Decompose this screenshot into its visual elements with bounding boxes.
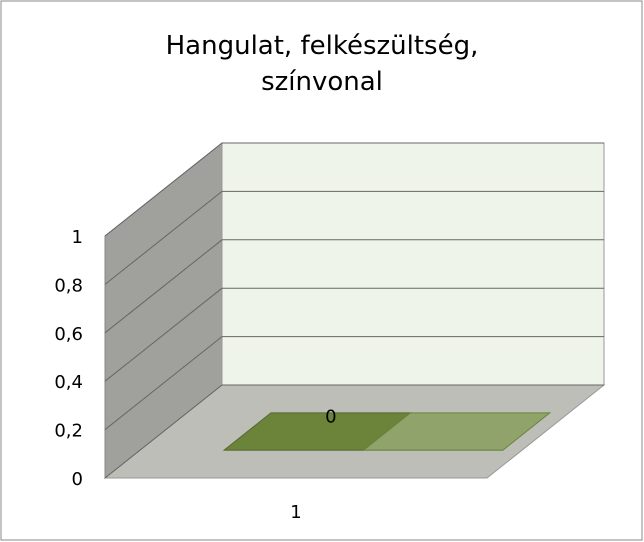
y-tick-label: 0,4 [54,372,83,393]
bar-top [362,412,552,451]
grid-line [104,336,223,430]
y-tick-label: 0,2 [54,421,83,442]
grid-line [104,384,223,479]
data-label: 0 [325,407,336,428]
grid-line [104,191,223,285]
y-tick-label: 0 [72,469,83,490]
y-tick-label: 0,8 [54,275,83,296]
y-tick-label: 0,6 [54,324,83,345]
grid-line [104,239,223,334]
y-tick-label: 1 [72,227,83,248]
grid-line [104,142,223,237]
x-tick-label: 1 [290,502,301,523]
chart-title: Hangulat, felkészültség, színvonal [165,31,479,97]
back-wall [221,142,605,386]
grid-line [104,287,223,382]
